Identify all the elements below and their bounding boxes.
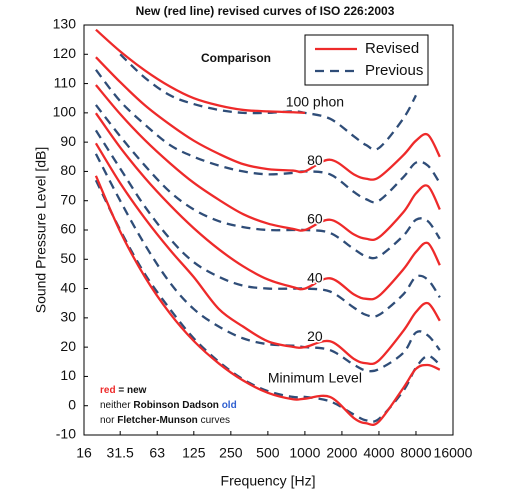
x-tick-label: 125 bbox=[182, 445, 206, 461]
note-part: Fletcher-Munson bbox=[117, 415, 198, 426]
legend-label: Revised bbox=[365, 40, 419, 57]
y-tick-label: 100 bbox=[53, 104, 77, 120]
x-tick-label: 250 bbox=[219, 445, 243, 461]
y-tick-label: 130 bbox=[53, 16, 77, 32]
note-part: curves bbox=[198, 415, 230, 426]
y-tick-label: 10 bbox=[60, 367, 76, 383]
note-part: old bbox=[222, 400, 237, 411]
x-tick-label: 500 bbox=[256, 445, 280, 461]
curve bbox=[95, 84, 441, 242]
y-tick-label: -10 bbox=[56, 426, 76, 442]
curve bbox=[94, 112, 441, 301]
note: neither Robinson Dadson old bbox=[100, 400, 237, 411]
y-tick-label: 40 bbox=[60, 279, 76, 295]
note-part: nor bbox=[100, 415, 117, 426]
curve-label: 40 bbox=[307, 269, 323, 285]
note-part: = new bbox=[116, 385, 147, 396]
chart-title: New (red line) revised curves of ISO 226… bbox=[136, 4, 395, 18]
x-tick-label: 63 bbox=[149, 445, 165, 461]
curve-label: 80 bbox=[307, 152, 323, 168]
note-part: neither bbox=[100, 400, 133, 411]
legend-box bbox=[304, 34, 429, 86]
note: red = new bbox=[100, 385, 147, 396]
curve bbox=[94, 142, 441, 366]
y-tick-label: 120 bbox=[53, 45, 77, 61]
y-tick-label: 0 bbox=[68, 396, 76, 412]
curve-label: Minimum Level bbox=[268, 369, 362, 385]
y-tick-label: 80 bbox=[60, 162, 76, 178]
y-tick-label: 90 bbox=[60, 133, 76, 149]
x-tick-label: 8000 bbox=[400, 445, 431, 461]
annotation: Comparison bbox=[201, 51, 271, 65]
curve bbox=[95, 28, 305, 115]
note: nor Fletcher-Munson curves bbox=[100, 415, 230, 426]
x-axis-label: Frequency [Hz] bbox=[221, 473, 316, 489]
curve bbox=[94, 175, 441, 426]
y-tick-label: 70 bbox=[60, 191, 76, 207]
curve-label: 100 phon bbox=[286, 94, 344, 110]
x-tick-label: 2000 bbox=[326, 445, 357, 461]
curve bbox=[94, 179, 441, 423]
x-tick-label: 16000 bbox=[434, 445, 473, 461]
y-tick-label: 110 bbox=[54, 74, 77, 90]
legend-label: Previous bbox=[365, 62, 423, 79]
x-tick-label: 1000 bbox=[289, 445, 320, 461]
note-part: red bbox=[100, 385, 116, 396]
curve bbox=[95, 56, 441, 181]
y-tick-label: 30 bbox=[60, 309, 76, 325]
curve bbox=[95, 104, 441, 260]
y-tick-label: 20 bbox=[60, 338, 76, 354]
x-tick-label: 31.5 bbox=[107, 445, 134, 461]
x-tick-label: 16 bbox=[76, 445, 92, 461]
y-axis-label: Sound Pressure Level [dB] bbox=[33, 147, 49, 314]
y-tick-label: 60 bbox=[60, 221, 76, 237]
curve-label: 60 bbox=[307, 211, 323, 227]
x-tick-label: 4000 bbox=[363, 445, 394, 461]
note-part: Robinson Dadson bbox=[133, 400, 219, 411]
y-tick-label: 50 bbox=[60, 250, 76, 266]
curve-label: 20 bbox=[307, 328, 323, 344]
